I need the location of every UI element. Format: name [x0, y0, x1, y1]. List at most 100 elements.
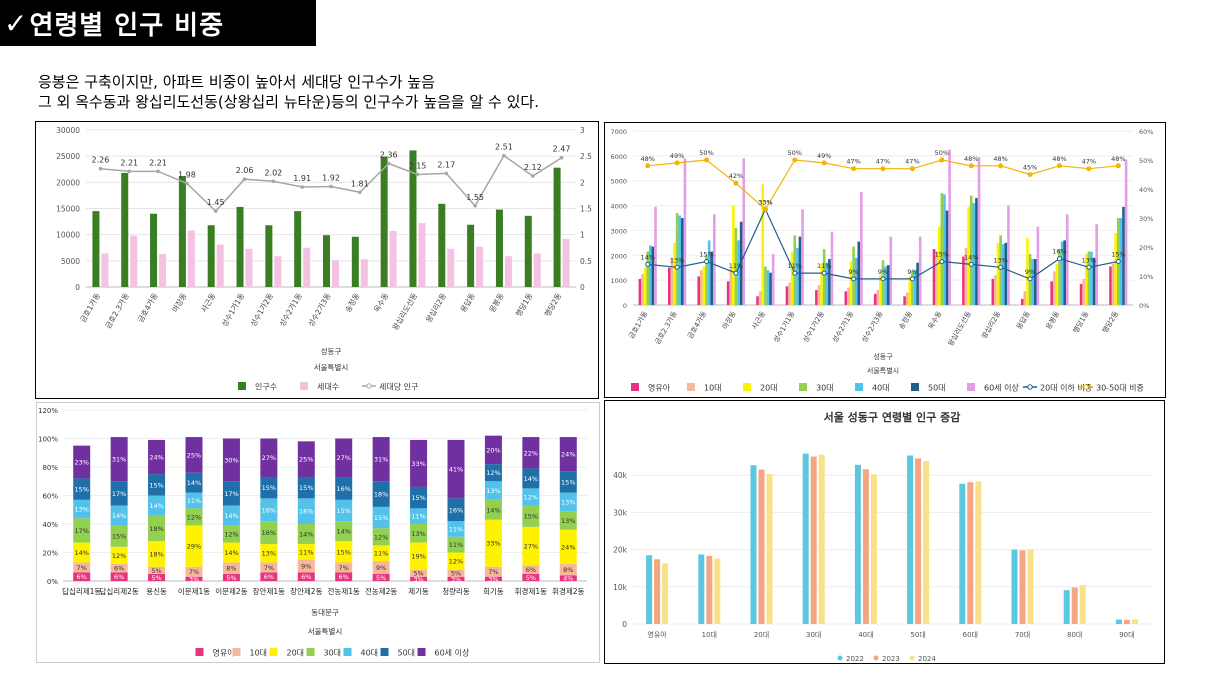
share-point [851, 276, 857, 282]
share-data-label: 20% [486, 446, 500, 454]
age-bar [761, 184, 765, 305]
share-data-label: 16% [449, 506, 463, 514]
age-bar [1055, 263, 1059, 305]
share-segment [110, 437, 128, 482]
y-tick-label: 6000 [610, 153, 627, 161]
share-segment [410, 486, 428, 509]
trend-bar [750, 465, 757, 624]
share-segment [260, 562, 278, 573]
y2-tick-label: 1 [580, 231, 585, 240]
share-data-label: 11% [729, 262, 743, 270]
legend-swatch [687, 383, 695, 391]
y-tick-label: 30000 [56, 126, 80, 135]
age-bar [847, 287, 850, 305]
x-tick-label: 20대 [754, 631, 769, 639]
trend-bar [802, 453, 809, 624]
share-data-label: 6% [301, 573, 311, 581]
y-tick-label: 40k [613, 471, 628, 480]
ratio-data-label: 2.17 [437, 160, 455, 169]
share-point [704, 259, 710, 264]
households-bar [159, 254, 167, 287]
share-segment [222, 573, 240, 581]
share-data-label: 24% [561, 543, 575, 551]
share-data-label: 5% [226, 574, 236, 582]
trend-bar [870, 474, 877, 624]
legend-swatch [269, 648, 278, 656]
share-data-label: 15% [524, 513, 538, 521]
y-tick-label: 0 [622, 620, 627, 629]
ratio-point [386, 161, 391, 166]
share-segment [260, 438, 278, 477]
legend-label: 30대 [324, 649, 342, 658]
age-bar [937, 226, 941, 305]
age-bar [975, 198, 978, 305]
trend-bar [854, 464, 861, 624]
share-point [939, 259, 945, 264]
age-bar [641, 273, 644, 305]
share-point [674, 264, 680, 270]
share-segment [297, 524, 315, 544]
y2-tick-label: 60% [1139, 128, 1153, 136]
age-trend-chart-panel: 서울 성동구 연령별 인구 증감 0 10k 20k 30k 40k 영유아 10대 20대 30… [604, 400, 1165, 664]
y2-tick-label: 40% [1139, 186, 1153, 194]
share-data-label: 15% [299, 484, 313, 492]
share-point [909, 166, 915, 172]
age-bar [948, 149, 951, 305]
age-bar [764, 266, 767, 305]
share-data-label: 7% [189, 568, 199, 576]
age-bar [1114, 232, 1117, 305]
age-bar [1111, 263, 1115, 305]
legend-swatch [631, 383, 639, 391]
share-data-label: 15% [561, 478, 575, 486]
share-data-label: 14% [336, 528, 350, 536]
share-segment [484, 435, 502, 465]
age-bar [817, 285, 821, 305]
share-segment [335, 572, 353, 581]
share-segment [260, 498, 278, 522]
x-tick-label: 사근동 [750, 309, 768, 331]
age-bar [668, 267, 671, 305]
ratio-data-label: 1.91 [293, 174, 311, 183]
age-bar [683, 158, 687, 305]
age-bar [1026, 237, 1029, 305]
age-bar [940, 193, 944, 305]
share-data-label: 11% [187, 497, 201, 505]
legend-label: 60세 이상 [435, 648, 470, 658]
share-point [792, 270, 798, 276]
share-data-label: 24% [561, 451, 575, 459]
share-data-label: 6% [264, 573, 274, 581]
share-segment [484, 481, 502, 500]
share-data-label: 31% [112, 456, 126, 464]
age-bar [977, 157, 981, 305]
ratio-data-label: 2.15 [409, 161, 427, 170]
x-tick-label: 휘경제1동 [515, 586, 547, 596]
age-bar [876, 290, 880, 305]
share-data-label: 6% [526, 566, 536, 574]
share-data-label: 13% [1082, 256, 1096, 264]
share-data-label: 16% [262, 506, 276, 514]
x-tick-label: 50대 [910, 631, 925, 639]
legend-marker [1027, 384, 1033, 390]
legend-label: 40대 [872, 384, 890, 393]
legend-swatch [238, 382, 246, 390]
share-segment [260, 476, 278, 499]
age-bar [857, 241, 861, 305]
share-segment [522, 526, 540, 566]
share-data-label: 33% [411, 460, 425, 468]
age-bar [1124, 159, 1128, 305]
share-segment [185, 508, 203, 526]
share-data-label: 13% [411, 530, 425, 538]
share-data-label: 5% [451, 570, 461, 578]
share-segment [372, 545, 390, 562]
age-bar [991, 278, 995, 305]
x-tick-label: 용신동 [146, 587, 167, 596]
trend-bar [646, 555, 653, 624]
share-data-label: 18% [149, 525, 163, 533]
x-tick-label: 마장동 [720, 309, 738, 331]
y-tick-label: 100% [38, 436, 58, 444]
share-data-label: 14% [486, 506, 500, 514]
households-bar [562, 238, 570, 287]
legend-swatch [799, 383, 807, 391]
age-bar [796, 247, 799, 305]
age-bar [1122, 206, 1125, 305]
